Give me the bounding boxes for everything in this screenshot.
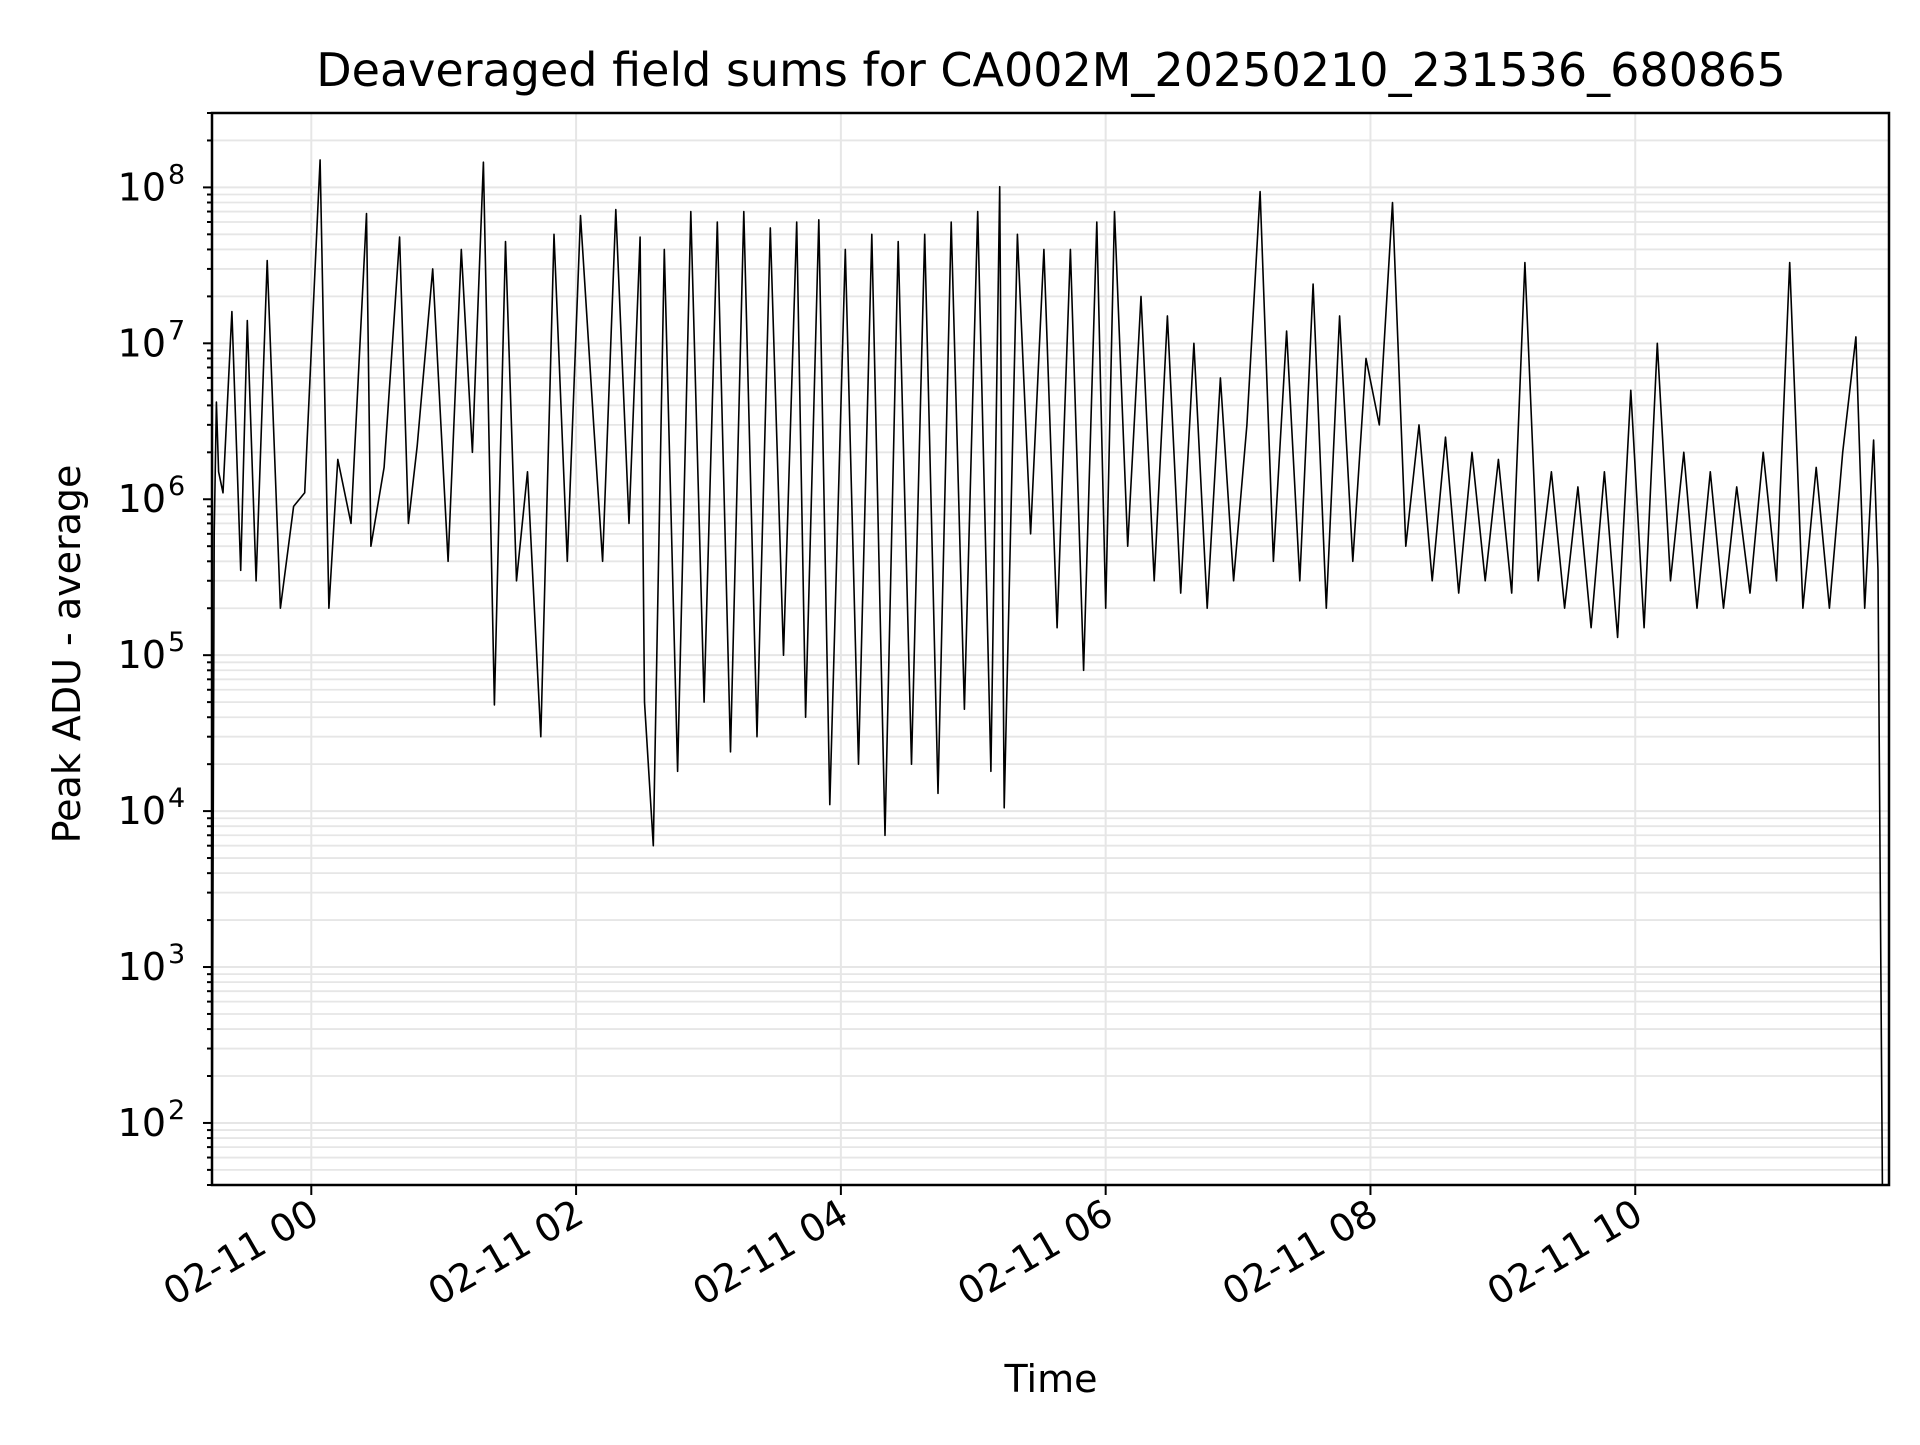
y-axis-label: Peak ADU - average	[45, 465, 89, 844]
y-tick-label: 10	[118, 789, 166, 833]
y-tick-base: 10	[118, 633, 166, 677]
x-axis-label: Time	[1004, 1357, 1098, 1401]
axes-frame	[210, 111, 1891, 1187]
y-tick-label: 10	[118, 633, 166, 677]
y-tick-exponent: 5	[168, 627, 185, 658]
y-tick-exponent: 3	[168, 939, 185, 970]
y-tick-exponent: 6	[168, 471, 185, 502]
y-tick-base: 10	[118, 321, 166, 365]
y-tick-exponent: 2	[168, 1095, 185, 1126]
y-tick-base: 10	[118, 789, 166, 833]
y-tick-label: 10	[118, 945, 166, 989]
y-tick-label: 10	[118, 477, 166, 521]
y-tick-base: 10	[118, 945, 166, 989]
y-tick-base: 10	[118, 1101, 166, 1145]
y-tick-label: 10	[118, 1101, 166, 1145]
y-tick-label: 10	[118, 321, 166, 365]
y-tick-base: 10	[118, 477, 166, 521]
data-layer	[211, 159, 1884, 1186]
data-series-line	[211, 159, 1884, 1186]
y-tick-exponent: 7	[168, 315, 185, 346]
y-tick-exponent: 4	[168, 783, 185, 814]
grid-layer	[212, 112, 1889, 1186]
y-tick-exponent: 8	[168, 159, 185, 190]
y-tick-label: 10	[118, 165, 166, 209]
y-tick-base: 10	[118, 165, 166, 209]
chart-title: Deaveraged field sums for CA002M_2025021…	[316, 43, 1786, 97]
